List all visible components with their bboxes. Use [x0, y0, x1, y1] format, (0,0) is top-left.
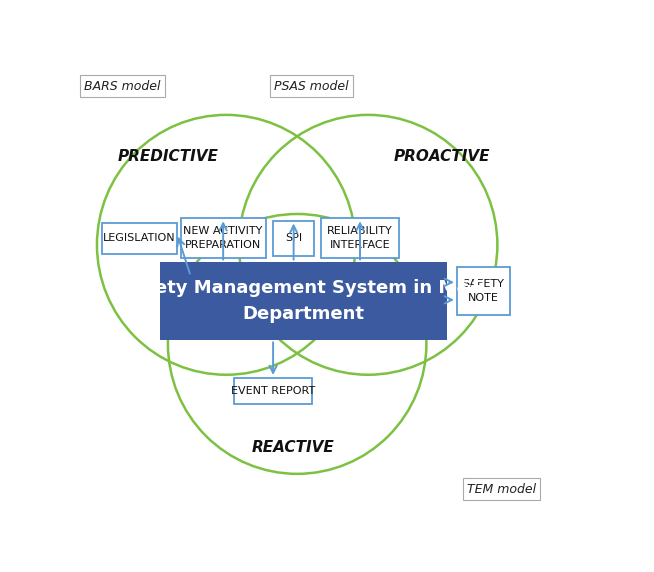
Text: Safety Management System in M&E
Department: Safety Management System in M&E Departme…: [122, 279, 485, 323]
Text: EVENT REPORT: EVENT REPORT: [231, 386, 315, 396]
FancyBboxPatch shape: [322, 219, 398, 258]
Text: REACTIVE: REACTIVE: [252, 440, 334, 455]
Text: SAFETY
NOTE: SAFETY NOTE: [462, 279, 504, 303]
Text: PREDICTIVE: PREDICTIVE: [117, 149, 218, 164]
Text: TEM model: TEM model: [467, 483, 536, 496]
Text: LEGISLATION: LEGISLATION: [103, 233, 176, 243]
FancyBboxPatch shape: [160, 263, 447, 340]
Text: BARS model: BARS model: [84, 80, 161, 93]
Text: RELIABILITY
INTERFACE: RELIABILITY INTERFACE: [327, 226, 393, 250]
FancyBboxPatch shape: [273, 221, 314, 256]
FancyBboxPatch shape: [234, 378, 313, 404]
FancyBboxPatch shape: [456, 267, 510, 315]
Text: PSAS model: PSAS model: [275, 80, 349, 93]
Text: PROACTIVE: PROACTIVE: [394, 149, 490, 164]
Text: SPI: SPI: [285, 233, 302, 243]
FancyBboxPatch shape: [102, 223, 177, 253]
FancyBboxPatch shape: [181, 219, 266, 258]
Text: NEW ACTIVITY
PREPARATION: NEW ACTIVITY PREPARATION: [184, 226, 263, 250]
